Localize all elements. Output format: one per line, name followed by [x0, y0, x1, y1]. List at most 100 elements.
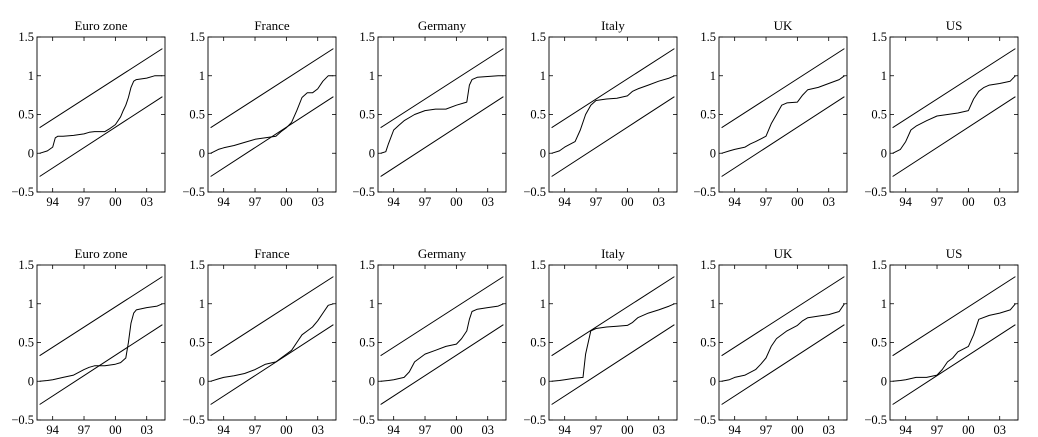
y-tick-label: 1	[540, 69, 546, 83]
y-tick-label: 0.5	[189, 108, 205, 122]
lower-band-line	[892, 96, 1016, 177]
lower-band-line	[39, 324, 163, 405]
x-tick-label: 00	[621, 423, 634, 437]
x-tick-label: 94	[728, 423, 741, 437]
axes-frame	[377, 36, 507, 193]
y-tick-label: −0.5	[352, 185, 375, 199]
y-tick-label: 0	[28, 146, 34, 160]
x-tick-label: 94	[387, 423, 400, 437]
upper-band-line	[210, 276, 334, 357]
x-tick-label: 03	[311, 195, 324, 209]
axes-frame	[207, 36, 337, 193]
x-tick-label: 00	[791, 195, 804, 209]
x-tick-label: 94	[217, 195, 230, 209]
upper-band-line	[551, 48, 675, 129]
y-tick-label: 0.5	[359, 108, 375, 122]
axes-frame	[718, 36, 848, 193]
upper-band-line	[721, 276, 845, 357]
y-tick-label: 1.5	[871, 30, 887, 44]
lower-band-line	[721, 96, 845, 177]
panel-title: Euro zone	[74, 18, 127, 33]
lower-band-line	[551, 96, 675, 177]
y-tick-label: 0	[28, 374, 34, 388]
y-tick-label: 0.5	[700, 108, 716, 122]
y-tick-label: 1.5	[530, 258, 546, 272]
y-tick-label: 0	[540, 374, 546, 388]
x-tick-label: 00	[791, 423, 804, 437]
panel-1-1: −0.5 0 0.5 1 1.5 94 97 00 03 Euro zone	[11, 18, 166, 209]
y-tick-label: −0.5	[864, 413, 887, 427]
x-tick-label: 94	[558, 423, 571, 437]
y-tick-label: 1.5	[18, 30, 34, 44]
lower-band-line	[380, 96, 504, 177]
axes-frame	[377, 264, 507, 421]
panel-2-4: −0.5 0 0.5 1 1.5 94 97 00 03 Italy	[523, 246, 678, 437]
upper-band-line	[892, 276, 1016, 357]
y-tick-label: −0.5	[693, 185, 716, 199]
panel-2-6: −0.5 0 0.5 1 1.5 94 97 00 03 US	[864, 246, 1019, 437]
series-line	[551, 303, 675, 382]
y-tick-label: 1	[369, 297, 375, 311]
y-tick-label: 1.5	[18, 258, 34, 272]
x-tick-label: 94	[46, 195, 59, 209]
panel-1-3: −0.5 0 0.5 1 1.5 94 97 00 03 Germany	[352, 18, 507, 209]
x-tick-label: 97	[249, 195, 262, 209]
x-tick-label: 03	[993, 195, 1006, 209]
y-tick-label: 1	[199, 297, 205, 311]
y-tick-label: 0.5	[871, 336, 887, 350]
upper-band-line	[39, 276, 163, 357]
y-tick-label: 1.5	[530, 30, 546, 44]
upper-band-line	[39, 48, 163, 129]
y-tick-label: −0.5	[523, 413, 546, 427]
x-tick-label: 97	[590, 195, 603, 209]
y-tick-label: 1.5	[189, 258, 205, 272]
series-line	[892, 303, 1016, 382]
y-tick-label: 1	[28, 297, 34, 311]
x-tick-label: 94	[558, 195, 571, 209]
y-tick-label: 1	[540, 297, 546, 311]
series-line	[892, 75, 1016, 154]
x-tick-label: 03	[140, 423, 153, 437]
x-tick-label: 00	[962, 195, 975, 209]
y-tick-label: 1	[881, 69, 887, 83]
y-tick-label: −0.5	[182, 185, 205, 199]
lower-band-line	[721, 324, 845, 405]
panel-title: US	[946, 246, 963, 261]
lower-band-line	[380, 324, 504, 405]
y-tick-label: 0.5	[359, 336, 375, 350]
axes-frame	[889, 36, 1019, 193]
series-line	[551, 75, 675, 154]
y-tick-label: 0	[710, 146, 716, 160]
x-tick-label: 97	[931, 195, 944, 209]
series-line	[380, 303, 504, 382]
x-tick-label: 03	[993, 423, 1006, 437]
y-tick-label: 0.5	[530, 336, 546, 350]
axes-frame	[207, 264, 337, 421]
y-tick-label: 0.5	[530, 108, 546, 122]
lower-band-line	[210, 324, 334, 405]
panel-2-5: −0.5 0 0.5 1 1.5 94 97 00 03 UK	[693, 246, 848, 437]
x-tick-label: 97	[78, 423, 91, 437]
panel-2-2: −0.5 0 0.5 1 1.5 94 97 00 03 France	[182, 246, 337, 437]
panel-title: Euro zone	[74, 246, 127, 261]
axes-frame	[718, 264, 848, 421]
x-tick-label: 94	[46, 423, 59, 437]
y-tick-label: 0.5	[700, 336, 716, 350]
y-tick-label: 1.5	[700, 258, 716, 272]
series-line	[39, 75, 163, 154]
y-tick-label: 0	[199, 146, 205, 160]
x-tick-label: 97	[419, 195, 432, 209]
x-tick-label: 94	[217, 423, 230, 437]
series-line	[380, 75, 504, 154]
y-tick-label: 1.5	[871, 258, 887, 272]
y-tick-label: 1	[881, 297, 887, 311]
x-tick-label: 03	[822, 195, 835, 209]
y-tick-label: 0	[881, 374, 887, 388]
upper-band-line	[380, 48, 504, 129]
x-tick-label: 03	[822, 423, 835, 437]
series-line	[210, 303, 334, 382]
x-tick-label: 97	[760, 423, 773, 437]
axes-frame	[548, 36, 678, 193]
y-tick-label: 0	[710, 374, 716, 388]
lower-band-line	[892, 324, 1016, 405]
